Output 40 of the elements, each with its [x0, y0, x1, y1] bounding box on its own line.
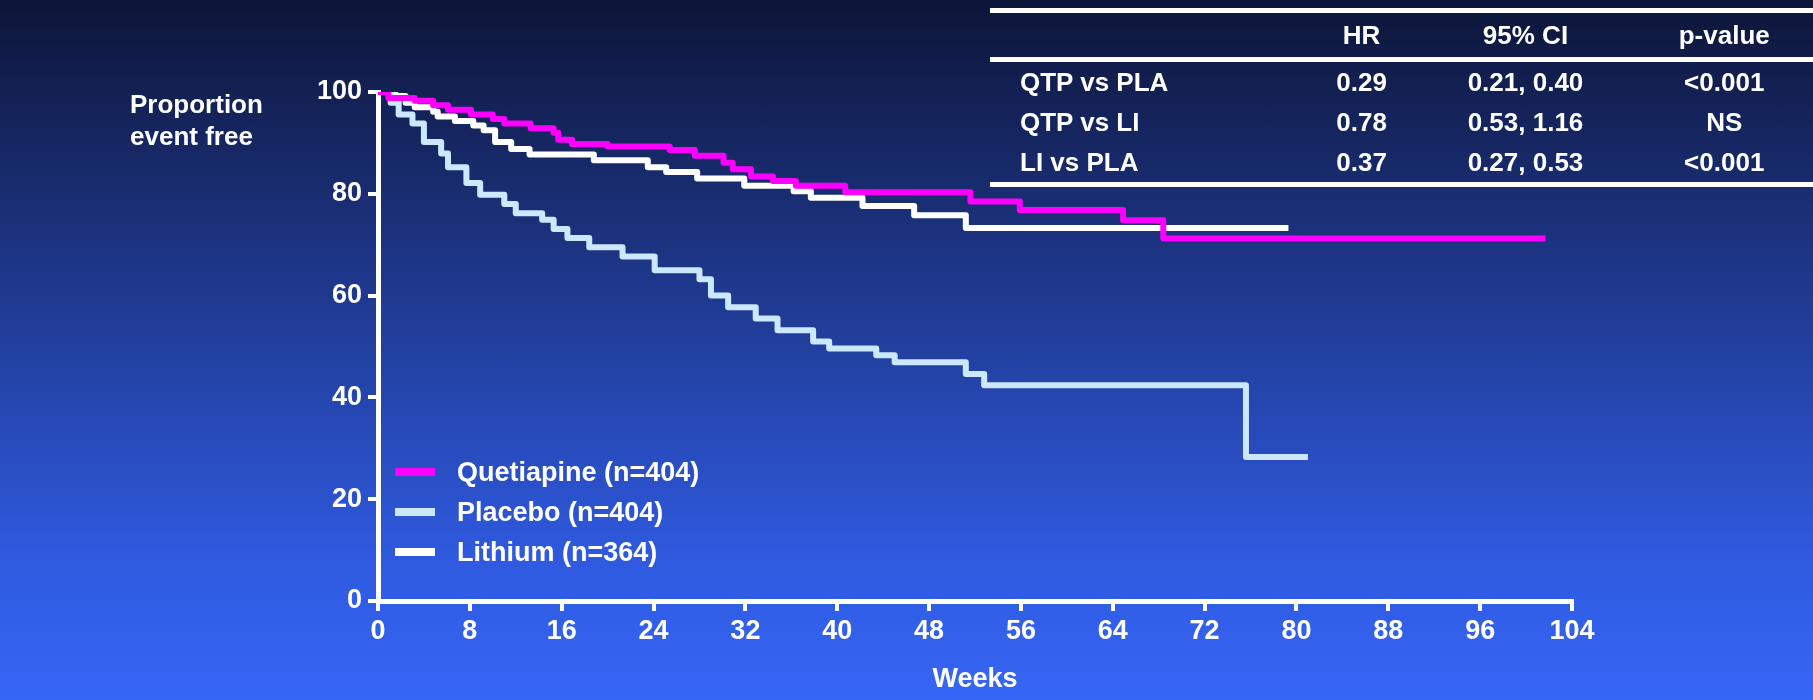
text: <0.001 — [1635, 142, 1813, 185]
x-tick-label: 0 — [370, 614, 386, 645]
annotation: 0.53, 1.16 — [1466, 105, 1585, 139]
y-tick-label: 0 — [346, 584, 362, 615]
x-tick-label: 72 — [1189, 614, 1220, 645]
annotation: LI vs PLA — [990, 142, 1308, 185]
annotation: QTP vs PLA — [1019, 65, 1170, 99]
annotation: 0.29 — [1335, 65, 1388, 99]
annotation: 0.78 — [1335, 105, 1388, 139]
x-tick-label: 24 — [638, 614, 669, 645]
x-tick-label: 8 — [462, 614, 478, 645]
x-tick-label: 40 — [822, 614, 853, 645]
annotation: 0.21, 0.40 — [1466, 65, 1585, 99]
x-tick-label: 80 — [1281, 614, 1312, 645]
x-tick-label: 48 — [914, 614, 945, 645]
x-tick-label: 56 — [1005, 614, 1036, 645]
legend-label: Lithium (n=364) — [457, 536, 658, 568]
y-tick-label: 80 — [331, 177, 362, 208]
x-tick-label: 96 — [1465, 614, 1496, 645]
y-tick-label: 40 — [331, 380, 362, 411]
text: HR — [1307, 10, 1416, 60]
text: 95% CI — [1415, 10, 1636, 60]
text: <0.001 — [1683, 65, 1766, 99]
x-tick-label: 32 — [730, 614, 761, 645]
y-tick-label: 20 — [331, 482, 362, 513]
text: p-value — [1635, 10, 1813, 60]
legend-label: Quetiapine (n=404) — [457, 456, 700, 488]
x-axis-title: Weeks — [932, 663, 1018, 694]
x-tick-label: 104 — [1549, 614, 1595, 645]
annotation: QTP vs LI — [1019, 105, 1141, 139]
y-axis-title: Proportion event free — [130, 89, 263, 151]
text: NS — [1705, 105, 1744, 139]
y-tick-label: 60 — [331, 279, 362, 310]
x-tick-label: 88 — [1373, 614, 1404, 645]
x-tick-label: 64 — [1097, 614, 1128, 645]
annotation: 0.37 — [1307, 142, 1416, 185]
y-tick-label: 100 — [316, 75, 362, 106]
annotation: 0.27, 0.53 — [1415, 142, 1636, 185]
legend-label: Placebo (n=404) — [457, 496, 664, 528]
x-tick-label: 16 — [546, 614, 577, 645]
